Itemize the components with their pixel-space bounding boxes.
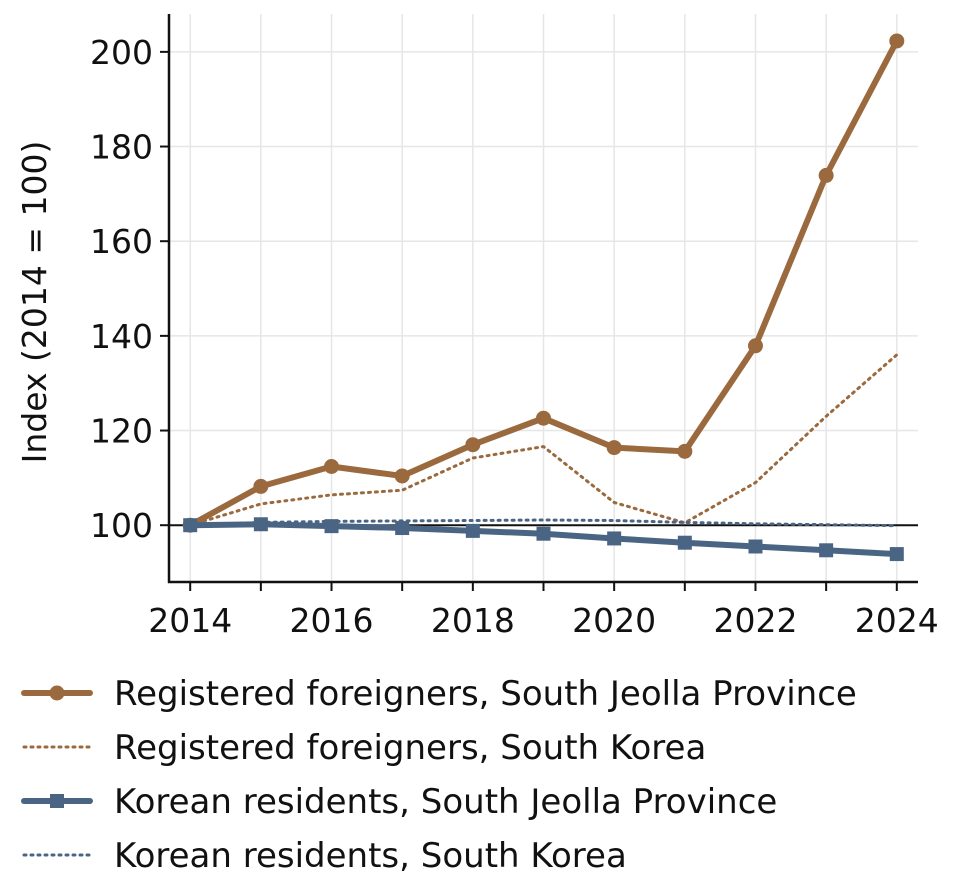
legend-marker-square	[50, 794, 64, 808]
legend: Registered foreigners, South Jeolla Prov…	[21, 674, 857, 876]
x-tick-label: 2016	[290, 601, 374, 640]
data-point	[819, 543, 834, 558]
tick-labels: 2014 2016 2018 2020 2022 2024 100 120 140 160 180 2…	[90, 33, 939, 640]
data-point	[889, 33, 905, 49]
data-point	[606, 440, 622, 456]
y-axis-label: Index (2014 = 100)	[15, 141, 54, 464]
x-tick-label: 2024	[855, 601, 939, 640]
data-point	[395, 521, 410, 536]
data-point	[748, 539, 763, 554]
data-point	[183, 518, 198, 533]
legend-label: Korean residents, South Korea	[114, 836, 627, 876]
data-point	[324, 519, 339, 534]
legend-item: Korean residents, South Jeolla Province	[21, 782, 777, 822]
data-point	[677, 535, 692, 550]
x-tick-label: 2018	[431, 601, 515, 640]
y-tick-label: 180	[90, 128, 153, 167]
data-point	[253, 478, 269, 494]
data-point	[677, 443, 693, 459]
y-tick-label: 100	[90, 506, 153, 545]
y-tick-label: 160	[90, 222, 153, 261]
legend-item: Korean residents, South Korea	[22, 836, 627, 876]
legend-label: Korean residents, South Jeolla Province	[114, 782, 777, 822]
series-line-2	[188, 353, 899, 527]
series-lines	[182, 33, 905, 562]
y-tick-label: 200	[90, 33, 153, 72]
data-point	[536, 410, 551, 426]
legend-label: Registered foreigners, South Korea	[114, 728, 706, 768]
y-tick-label: 140	[90, 317, 153, 356]
y-tick-label: 120	[90, 412, 153, 451]
series-line-4	[188, 518, 899, 528]
legend-item: Registered foreigners, South Jeolla Prov…	[21, 674, 857, 714]
legend-marker-circle	[49, 685, 65, 701]
data-point	[747, 338, 763, 354]
legend-label: Registered foreigners, South Jeolla Prov…	[114, 674, 857, 714]
grid-lines	[169, 14, 918, 582]
data-point	[818, 167, 834, 183]
data-point	[889, 547, 904, 562]
data-point	[253, 517, 268, 532]
legend-item: Registered foreigners, South Korea	[22, 728, 706, 768]
axes	[160, 14, 918, 591]
data-point	[465, 523, 480, 538]
data-point	[324, 459, 340, 475]
data-point	[394, 468, 410, 484]
x-tick-label: 2022	[713, 601, 797, 640]
data-point	[536, 526, 551, 541]
data-point	[607, 531, 622, 546]
x-tick-label: 2014	[148, 601, 232, 640]
x-tick-label: 2020	[572, 601, 656, 640]
data-point	[465, 437, 481, 453]
